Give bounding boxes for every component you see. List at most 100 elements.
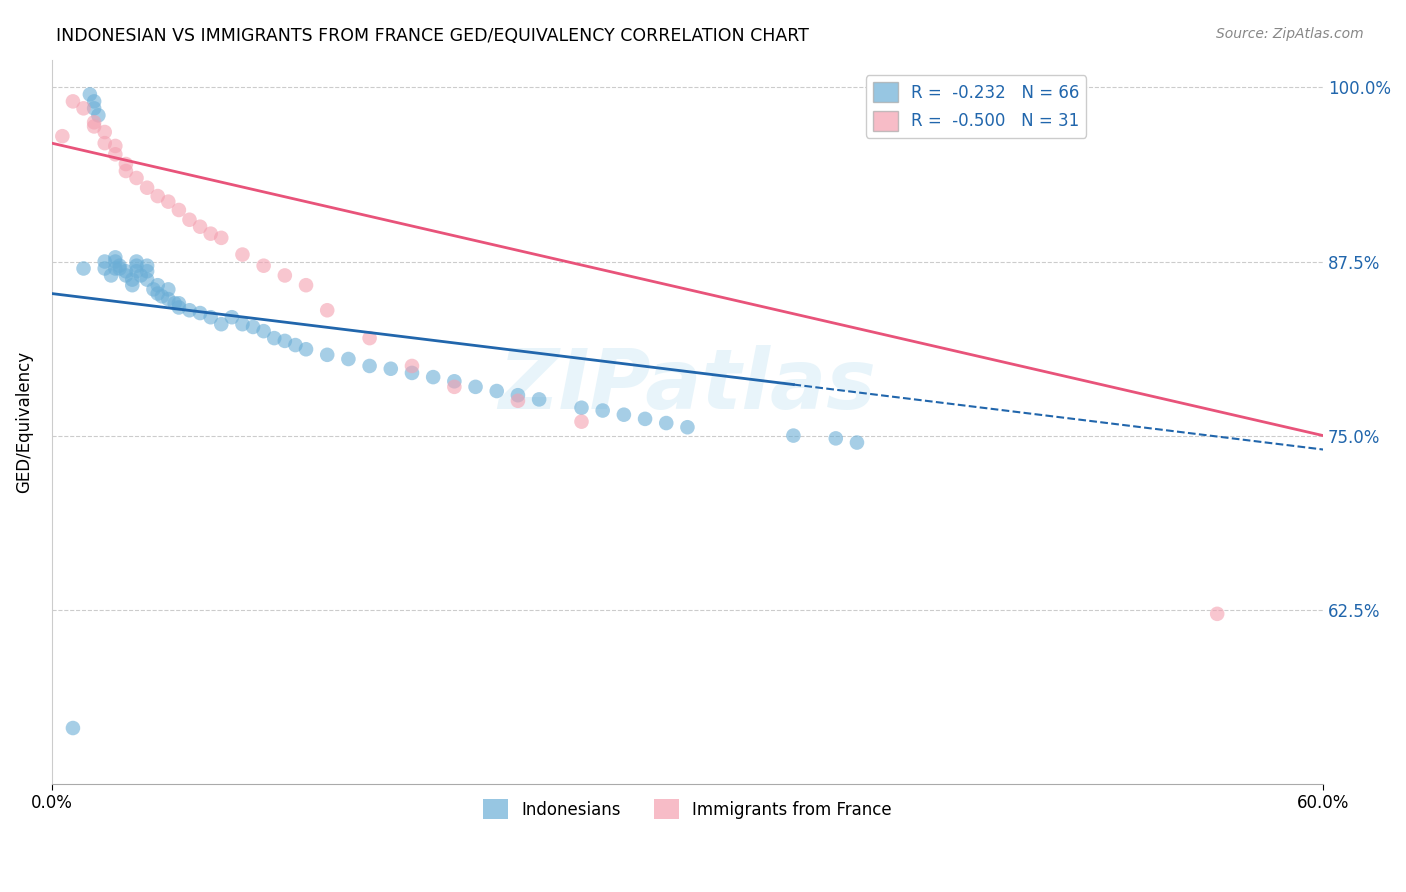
Point [115,264,138,278]
Point [316,303,339,318]
Point [115,157,138,171]
Point [179,303,201,318]
Point [146,286,169,301]
Point [104,251,127,265]
Point [200,310,222,325]
Point [104,261,127,276]
Point [121,272,143,286]
Point [136,272,159,286]
Point [72,101,94,115]
Point [104,139,127,153]
Point [846,435,869,450]
Point [93,125,115,139]
Point [221,310,243,325]
Point [93,261,115,276]
Point [125,264,148,278]
Point [167,296,190,310]
Point [209,231,232,245]
Point [104,254,127,268]
Point [108,259,131,273]
Point [295,343,318,357]
Point [163,296,186,310]
Point [62,95,84,109]
Point [274,268,297,283]
Point [146,189,169,203]
Point [157,194,180,209]
Point [464,380,486,394]
Point [129,268,152,283]
Point [527,392,550,407]
Point [242,320,264,334]
Point [188,219,211,234]
Point [136,264,159,278]
Point [571,401,593,415]
Point [157,292,180,306]
Point [115,164,138,178]
Point [104,147,127,161]
Point [613,408,636,422]
Point [571,415,593,429]
Point [231,247,253,261]
Point [83,115,105,129]
Point [51,129,73,144]
Point [115,268,138,283]
Point [380,361,402,376]
Point [284,338,307,352]
Point [100,268,122,283]
Point [316,348,339,362]
Point [108,261,131,276]
Point [337,351,360,366]
Point [179,212,201,227]
Text: ZIPatlas: ZIPatlas [499,345,876,426]
Point [87,108,110,122]
Point [231,317,253,331]
Point [167,202,190,217]
Point [136,180,159,194]
Point [188,306,211,320]
Point [263,331,285,345]
Point [274,334,297,348]
Point [79,87,101,102]
Point [62,721,84,735]
Point [93,254,115,268]
Point [167,301,190,315]
Point [401,366,423,380]
Point [359,331,381,345]
Text: INDONESIAN VS IMMIGRANTS FROM FRANCE GED/EQUIVALENCY CORRELATION CHART: INDONESIAN VS IMMIGRANTS FROM FRANCE GED… [56,27,808,45]
Point [655,416,678,430]
Y-axis label: GED/Equivalency: GED/Equivalency [15,351,32,492]
Text: Source: ZipAtlas.com: Source: ZipAtlas.com [1216,27,1364,41]
Point [782,428,804,442]
Point [157,282,180,296]
Point [506,388,529,402]
Point [485,384,508,398]
Point [200,227,222,241]
Point [142,282,165,296]
Point [824,431,846,445]
Point [121,278,143,293]
Point [146,278,169,293]
Point [253,324,276,338]
Point [443,380,465,394]
Point [295,278,318,293]
Point [136,259,159,273]
Point [592,403,614,417]
Point [209,317,232,331]
Point [422,370,444,384]
Point [83,95,105,109]
Point [150,289,173,303]
Point [72,261,94,276]
Point [253,259,276,273]
Legend: Indonesians, Immigrants from France: Indonesians, Immigrants from France [477,792,898,826]
Point [83,120,105,134]
Point [125,254,148,268]
Point [1206,607,1229,621]
Point [676,420,699,434]
Point [443,374,465,388]
Point [125,171,148,186]
Point [83,101,105,115]
Point [125,259,148,273]
Point [359,359,381,373]
Point [634,412,657,426]
Point [401,359,423,373]
